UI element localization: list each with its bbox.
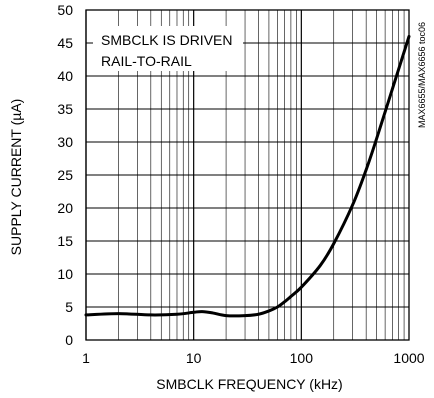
x-tick-label: 10 <box>186 350 202 366</box>
x-tick-label: 1 <box>82 350 90 366</box>
annotation-background <box>93 26 243 71</box>
y-tick-label: 10 <box>57 266 73 282</box>
x-tick-label: 1000 <box>393 350 424 366</box>
y-tick-label: 50 <box>57 2 73 18</box>
plot-frame <box>85 9 410 341</box>
y-axis-label: SUPPLY CURRENT (µA) <box>8 99 24 256</box>
annotation-line-1: SMBCLK IS DRIVEN <box>101 32 232 48</box>
y-tick-label: 0 <box>65 332 73 348</box>
x-tick-labels: 1 10 100 1000 <box>82 350 425 366</box>
annotation-line-2: RAIL-TO-RAIL <box>101 53 192 69</box>
y-tick-label: 5 <box>65 299 73 315</box>
side-code-label: MAX6655/MAX6656 toc06 <box>417 22 427 128</box>
x-tick-label: 100 <box>290 350 314 366</box>
y-tick-label: 35 <box>57 101 73 117</box>
y-tick-label: 30 <box>57 134 73 150</box>
y-tick-label: 20 <box>57 200 73 216</box>
y-tick-label: 25 <box>57 167 73 183</box>
x-axis-label: SMBCLK FREQUENCY (kHz) <box>156 376 342 392</box>
y-tick-label: 40 <box>57 68 73 84</box>
y-tick-label: 45 <box>57 35 73 51</box>
y-tick-label: 15 <box>57 233 73 249</box>
annotation-box: SMBCLK IS DRIVEN RAIL-TO-RAIL <box>93 26 243 71</box>
series-line <box>84 34 411 318</box>
y-tick-labels: 0 5 10 15 20 25 30 35 40 45 50 <box>57 2 73 348</box>
